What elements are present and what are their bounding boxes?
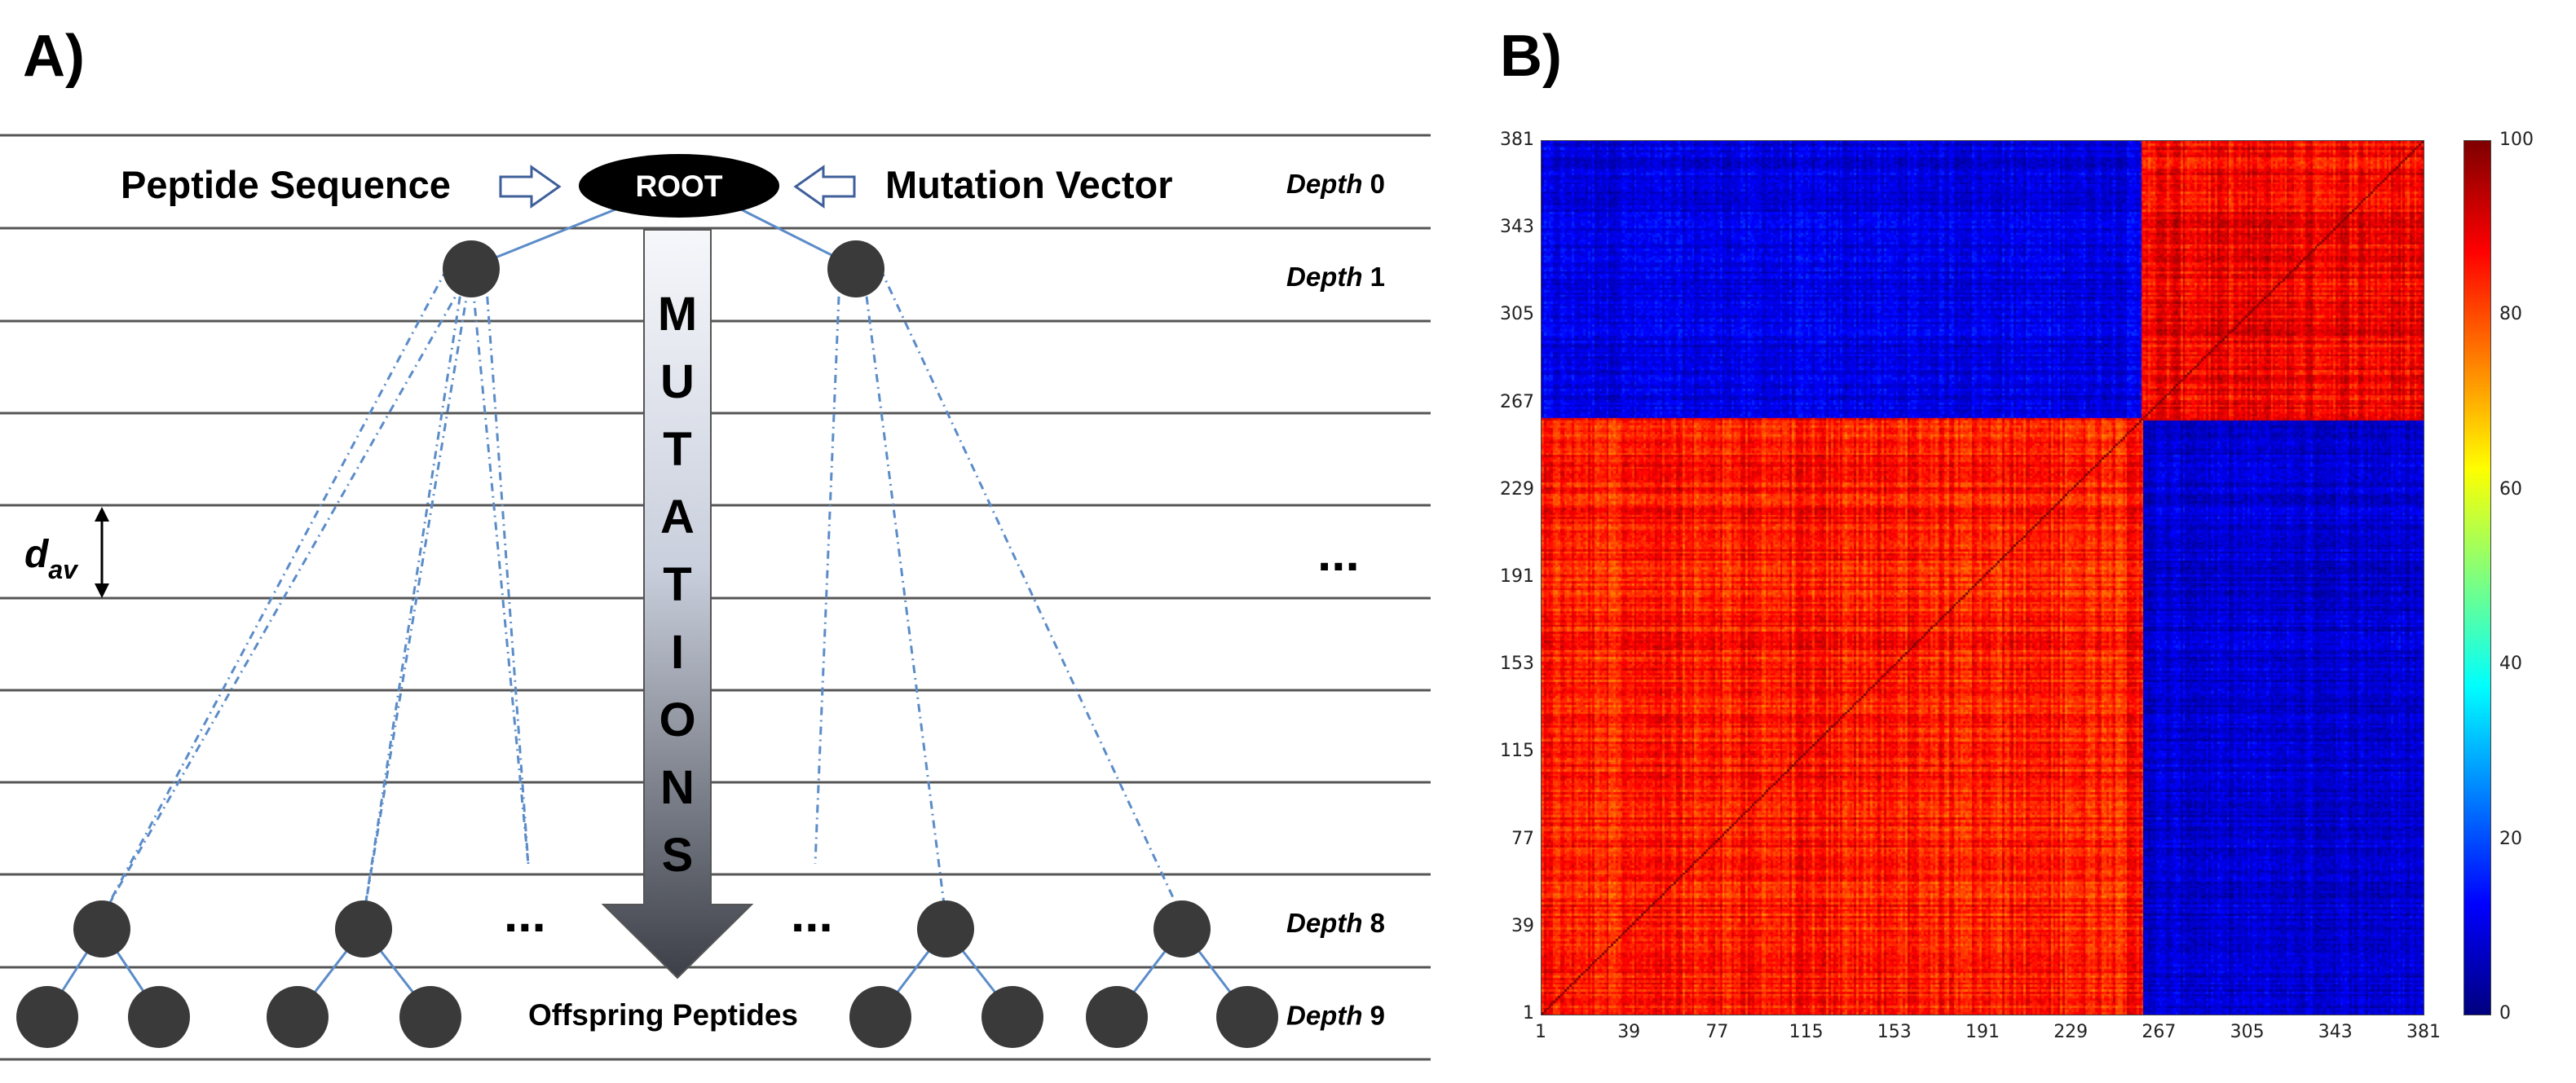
node-depth9-1-r bbox=[399, 986, 461, 1048]
dashed-edge-right-c bbox=[879, 268, 1184, 918]
y-tick-label: 77 bbox=[1511, 828, 1534, 849]
dashed-edge-right-a bbox=[814, 276, 841, 865]
heatmap-canvas bbox=[1542, 141, 2424, 1015]
mutations-letter: U bbox=[660, 355, 695, 408]
colorbar-tick-label: 20 bbox=[2499, 828, 2522, 849]
node-depth1-right bbox=[827, 240, 884, 297]
node-depth9-2-l bbox=[849, 986, 911, 1048]
depth-labels: Depth 0 Depth 1 Depth 8 Depth 9 bbox=[1286, 169, 1385, 1031]
colorbar-tick-label: 80 bbox=[2499, 304, 2522, 325]
node-depth8-3 bbox=[1153, 900, 1211, 958]
depth-label-8: Depth 8 bbox=[1286, 908, 1385, 938]
y-tick-label: 39 bbox=[1511, 915, 1534, 936]
mutation-vector-label: Mutation Vector bbox=[885, 163, 1173, 206]
y-tick-label: 381 bbox=[1500, 130, 1534, 150]
ellipsis-right-offspring: ... bbox=[791, 887, 833, 943]
heatmap-panel: B) 1 39 77 115 153 191 229 267 305 343 381 381 343 3… bbox=[1451, 0, 2576, 1083]
root-label: ROOT bbox=[636, 169, 723, 203]
depth-label-0: Depth 0 bbox=[1286, 169, 1385, 199]
colorbar-tick-label: 0 bbox=[2499, 1003, 2511, 1024]
dashed-edge-left-0 bbox=[100, 268, 473, 918]
x-tick-label: 77 bbox=[1705, 1022, 1729, 1042]
x-tick-label: 343 bbox=[2318, 1022, 2353, 1042]
mutations-letter: T bbox=[663, 558, 691, 611]
ellipsis-right: ... bbox=[1317, 526, 1360, 582]
y-tick-label: 153 bbox=[1500, 654, 1534, 675]
mutations-letter: A bbox=[660, 491, 695, 544]
peptide-sequence-label: Peptide Sequence bbox=[121, 163, 451, 206]
y-tick-label: 1 bbox=[1523, 1003, 1534, 1024]
x-tick-label: 191 bbox=[1965, 1022, 2000, 1042]
node-depth9-2-r bbox=[981, 986, 1043, 1048]
root-node bbox=[579, 154, 779, 218]
x-tick-label: 1 bbox=[1535, 1022, 1546, 1042]
depth-lines bbox=[0, 134, 1431, 1061]
mutations-letter: S bbox=[662, 829, 694, 882]
node-depth9-3-r bbox=[1216, 986, 1278, 1048]
heatmap-plot-area bbox=[1541, 140, 2424, 1015]
mutations-letter: O bbox=[659, 693, 695, 746]
x-tick-label: 39 bbox=[1617, 1022, 1641, 1042]
depth-label-9: Depth 9 bbox=[1286, 1001, 1385, 1031]
y-tick-label: 267 bbox=[1500, 391, 1534, 412]
y-tick-label: 343 bbox=[1500, 217, 1534, 238]
x-tick-label: 153 bbox=[1877, 1022, 1912, 1042]
distance-label: dav bbox=[24, 533, 79, 584]
x-tick-label: 115 bbox=[1789, 1022, 1824, 1042]
colorbar-tick-label: 60 bbox=[2499, 478, 2522, 500]
node-depth8-2 bbox=[917, 900, 974, 958]
mutations-letter: I bbox=[671, 626, 684, 679]
x-tick-label: 229 bbox=[2053, 1022, 2089, 1042]
x-tick-label: 267 bbox=[2142, 1022, 2177, 1042]
y-tick-label: 191 bbox=[1500, 566, 1534, 587]
colorbar-tick-label: 40 bbox=[2499, 654, 2522, 675]
y-tick-label: 229 bbox=[1500, 478, 1534, 500]
depth-label-1: Depth 1 bbox=[1286, 262, 1385, 292]
mutations-letter: T bbox=[663, 423, 691, 476]
mutations-letter: M bbox=[658, 288, 697, 341]
node-depth8-0 bbox=[73, 900, 130, 958]
dashed-edge-left-c bbox=[484, 276, 530, 865]
mutations-letter: N bbox=[660, 761, 695, 814]
dashed-edge-left-a bbox=[100, 268, 448, 918]
ellipsis-left-offspring: ... bbox=[504, 887, 546, 943]
panel-a-label: A) bbox=[23, 24, 85, 89]
right-pointing-arrow-icon bbox=[499, 165, 562, 209]
colorbar-tick-label: 100 bbox=[2499, 130, 2534, 150]
panel-b-label: B) bbox=[1500, 24, 1562, 89]
node-depth9-3-l bbox=[1086, 986, 1148, 1048]
node-depth1-left bbox=[443, 240, 500, 297]
colorbar-canvas bbox=[2464, 141, 2490, 1015]
node-depth8-1 bbox=[335, 900, 392, 958]
node-depth9-1-l bbox=[267, 986, 329, 1048]
tree-nodes bbox=[16, 240, 1278, 1048]
mutations-arrow bbox=[601, 229, 754, 980]
offspring-peptides-label: Offspring Peptides bbox=[528, 998, 798, 1032]
left-pointing-arrow-icon bbox=[793, 165, 856, 209]
node-depth9-0-r bbox=[128, 986, 190, 1048]
y-tick-label: 305 bbox=[1500, 304, 1534, 325]
x-tick-label: 305 bbox=[2230, 1022, 2265, 1042]
x-tick-label: 381 bbox=[2406, 1022, 2441, 1042]
node-depth9-0-l bbox=[16, 986, 78, 1048]
dashed-edge-left-2 bbox=[470, 268, 530, 865]
colorbar bbox=[2464, 140, 2491, 1015]
y-tick-label: 115 bbox=[1500, 741, 1534, 762]
